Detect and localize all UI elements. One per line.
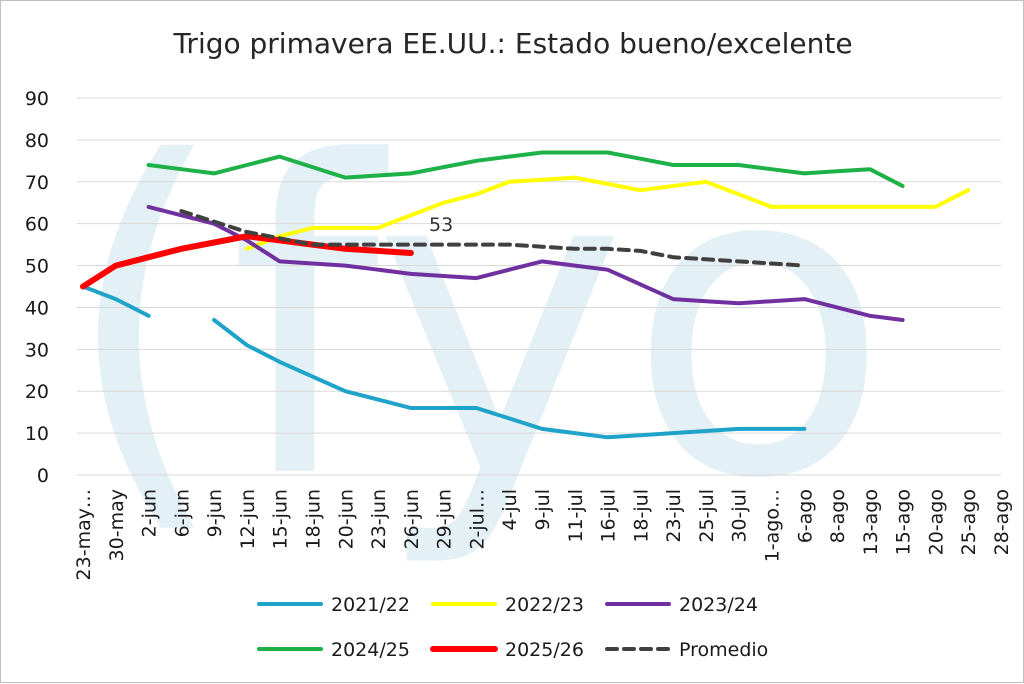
series-line-2024-25 — [146, 150, 905, 188]
y-tick-label: 90 — [25, 88, 49, 110]
x-tick-label: 30-jul — [729, 489, 751, 543]
x-tick-label: 6-ago — [794, 489, 816, 543]
x-tick-label: 23-jul — [663, 489, 685, 543]
annotations: 53 — [429, 214, 453, 236]
x-tick-label: 25-ago — [958, 489, 980, 555]
x-tick-label: 1-ago… — [762, 489, 784, 562]
legend-label-2023-24: 2023/24 — [679, 594, 758, 616]
y-tick-label: 30 — [25, 339, 49, 361]
legend-label-promedio: Promedio — [679, 639, 768, 661]
x-tick-label: 6-jun — [171, 489, 193, 537]
y-tick-label: 80 — [25, 130, 49, 152]
x-tick-label: 15-jun — [270, 489, 292, 549]
y-tick-label: 40 — [25, 297, 49, 319]
x-tick-label: 11-jul — [565, 489, 587, 543]
y-tick-label: 10 — [25, 423, 49, 445]
series-lines — [80, 150, 971, 440]
series-line-2023-24 — [146, 204, 905, 322]
x-tick-label: 29-jun — [434, 489, 456, 549]
x-tick-label: 20-jun — [335, 489, 357, 549]
x-tick-label: 8-ago — [827, 489, 849, 543]
series-line-2025-26 — [80, 233, 414, 290]
x-tick-label: 9-jul — [532, 489, 554, 531]
axes: 0 10 20 30 40 50 60 70 80 90 23-may… 30-may 2-jun 6-j… — [25, 88, 1013, 580]
y-tick-label: 60 — [25, 214, 49, 236]
watermark-logo: (fyo — [61, 73, 890, 573]
series-line-2021-22 — [81, 284, 807, 440]
legend-label-2024-25: 2024/25 — [331, 639, 410, 661]
x-tick-label: 26-jun — [401, 489, 423, 549]
x-tick-label: 2-jun — [139, 489, 161, 537]
x-tick-label: 2-jul… — [466, 489, 488, 550]
x-tick-label: 13-ago — [860, 489, 882, 555]
x-tick-label: 18-jun — [303, 489, 325, 549]
y-tick-label: 20 — [25, 381, 49, 403]
legend-label-2021-22: 2021/22 — [331, 594, 410, 616]
x-tick-label: 28-ago — [991, 489, 1013, 555]
data-label-2025-26: 53 — [429, 214, 453, 236]
series-line-promedio — [179, 209, 807, 268]
legend-label-2022-23: 2022/23 — [505, 594, 584, 616]
x-tick-label: 18-jul — [630, 489, 652, 543]
y-tick-label: 0 — [37, 465, 49, 487]
x-tick-label: 4-jul — [499, 489, 521, 531]
x-tick-label: 16-jul — [598, 489, 620, 543]
x-tick-label: 20-ago — [925, 489, 947, 555]
x-tick-label: 30-may — [106, 489, 128, 561]
legend-label-2025-26: 2025/26 — [505, 639, 584, 661]
x-tick-label: 23-jun — [368, 489, 390, 549]
x-tick-label: 9-jun — [204, 489, 226, 537]
legend: 2021/22 2022/23 2023/24 2024/25 2025/26 Prome… — [257, 594, 768, 661]
chart-title: Trigo primavera EE.UU.: Estado bueno/exc… — [172, 27, 852, 60]
series-line-2022-23 — [244, 175, 971, 251]
gridlines — [77, 97, 1001, 476]
y-tick-label: 50 — [25, 256, 49, 278]
watermark-text: (fyo — [61, 73, 890, 573]
x-tick-label: 12-jun — [237, 489, 259, 549]
x-tick-label: 15-ago — [893, 489, 915, 555]
x-tick-label: 23-may… — [73, 489, 95, 580]
y-tick-label: 70 — [25, 172, 49, 194]
x-tick-label: 25-jul — [696, 489, 718, 543]
